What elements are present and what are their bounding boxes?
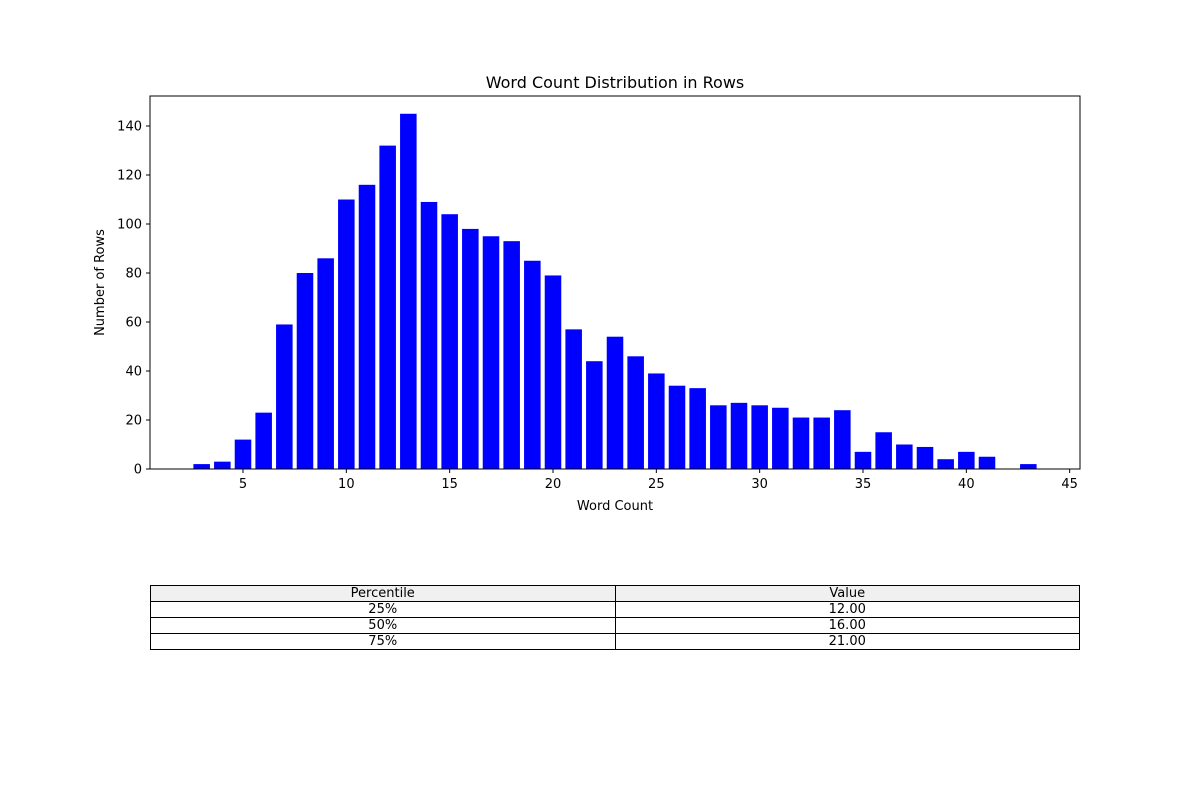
bar-30	[751, 405, 768, 469]
bar-15	[441, 214, 458, 469]
y-tick-label: 140	[117, 120, 142, 135]
bar-20	[544, 275, 562, 469]
bar-32	[792, 417, 810, 469]
table-header-row: Percentile Value	[150, 585, 1080, 602]
bar-3	[193, 464, 210, 469]
bar-10	[338, 199, 355, 469]
x-tick-label: 25	[648, 477, 665, 492]
table-cell-value: 16.00	[614, 617, 1080, 634]
bars-group	[193, 113, 1037, 470]
bar-43	[1020, 464, 1037, 469]
y-axis-ticks: 0 20 40 60 80 100 120 140	[117, 120, 150, 478]
bar-31	[772, 407, 789, 469]
table-cell-value: 12.00	[614, 601, 1080, 618]
bar-28	[710, 405, 727, 469]
y-tick-label: 100	[117, 218, 142, 233]
bar-13	[400, 113, 417, 469]
bar-18	[503, 241, 520, 469]
table-header-value: Value	[614, 585, 1080, 602]
bar-29	[730, 402, 748, 469]
bar-11	[358, 184, 376, 470]
bar-22	[586, 361, 603, 469]
x-tick-label: 40	[958, 477, 975, 492]
bar-24	[627, 356, 644, 469]
x-tick-label: 35	[855, 477, 872, 492]
chart-title: Word Count Distribution in Rows	[486, 73, 745, 92]
table-cell-value: 21.00	[614, 633, 1080, 650]
x-tick-label: 15	[441, 477, 458, 492]
x-tick-label: 30	[751, 477, 768, 492]
bar-4	[214, 461, 231, 469]
bar-8	[296, 273, 314, 469]
x-tick-label: 5	[239, 477, 247, 492]
bar-16	[462, 228, 479, 469]
bar-14	[420, 201, 438, 469]
bar-6	[255, 412, 272, 469]
y-tick-label: 80	[125, 267, 142, 282]
bar-25	[648, 373, 665, 469]
bar-36	[875, 432, 892, 469]
bar-33	[813, 417, 830, 469]
y-tick-label: 0	[134, 463, 142, 478]
bar-7	[276, 324, 293, 469]
bar-23	[606, 336, 624, 469]
y-tick-label: 20	[125, 414, 142, 429]
bar-5	[234, 439, 252, 469]
bar-17	[482, 236, 500, 469]
x-tick-label: 20	[545, 477, 562, 492]
y-tick-label: 40	[125, 365, 142, 380]
y-axis-label: Number of Rows	[93, 229, 108, 336]
bar-35	[854, 451, 872, 469]
bar-9	[317, 258, 334, 469]
x-axis-label: Word Count	[577, 499, 653, 514]
table-row: 50% 16.00	[150, 617, 1080, 634]
bar-38	[916, 446, 934, 469]
x-tick-label: 10	[338, 477, 355, 492]
x-axis-ticks: 5 10 15 20 25 30 35 40 45	[239, 469, 1078, 492]
bar-21	[565, 329, 582, 469]
table-row: 75% 21.00	[150, 633, 1080, 650]
bar-39	[937, 459, 954, 469]
bar-chart: Word Count Distribution in Rows 5 10 15 20 2…	[93, 73, 1081, 514]
table-cell-percentile: 75%	[150, 633, 616, 650]
bar-34	[834, 410, 851, 469]
table-header-percentile: Percentile	[150, 585, 616, 602]
bar-26	[668, 385, 686, 469]
table-cell-percentile: 25%	[150, 601, 616, 618]
y-tick-label: 60	[125, 316, 142, 331]
bar-41	[978, 456, 996, 469]
bar-37	[896, 444, 913, 469]
y-tick-label: 120	[117, 169, 142, 184]
bar-40	[958, 451, 975, 469]
x-tick-label: 45	[1061, 477, 1078, 492]
percentile-table: Percentile Value 25% 12.00 50% 16.00 75%…	[150, 585, 1080, 650]
plot-frame	[149, 95, 1081, 470]
bar-27	[689, 388, 706, 469]
table-cell-percentile: 50%	[150, 617, 616, 634]
bar-19	[524, 260, 541, 469]
table-row: 25% 12.00	[150, 601, 1080, 618]
bar-12	[379, 145, 396, 469]
